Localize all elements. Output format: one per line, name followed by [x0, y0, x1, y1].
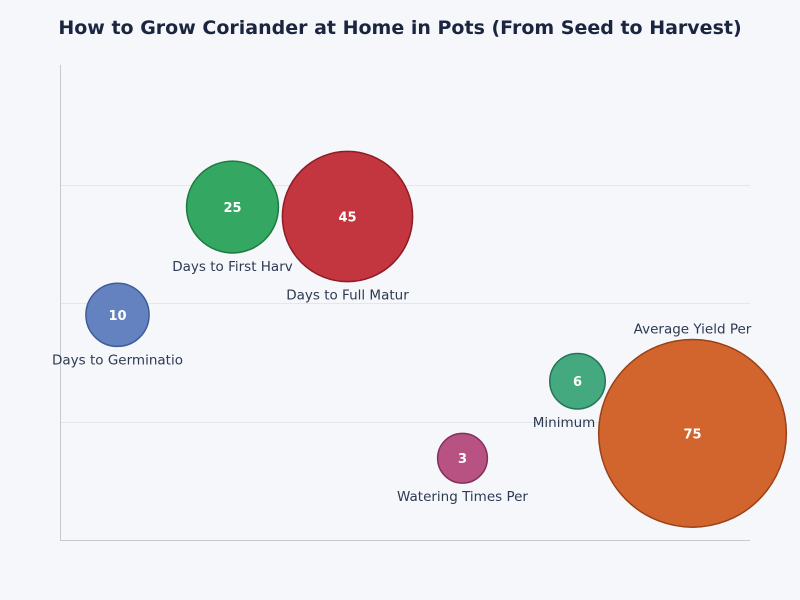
bubble-group: 75 Average Yield Per — [597, 322, 788, 528]
bubble-value: 3 — [458, 452, 467, 467]
bubble-value: 6 — [573, 375, 582, 390]
bubble-label: Average Yield Per — [634, 322, 752, 338]
bubble-value: 75 — [683, 427, 701, 442]
bubble-group: 3 Watering Times Per — [397, 432, 528, 505]
bubble[interactable] — [185, 160, 280, 254]
bubble-label: Days to Germinatio — [52, 352, 183, 368]
bubble-label: Days to Full Matur — [286, 288, 409, 304]
bubble[interactable] — [85, 282, 150, 348]
bubble-value: 10 — [108, 309, 126, 324]
bubble-label: Days to First Harv — [172, 259, 293, 275]
bubble-value: 45 — [338, 210, 356, 225]
chart-title: How to Grow Coriander at Home in Pots (F… — [58, 17, 741, 39]
bubble-group: 10 Days to Germinatio — [52, 282, 183, 368]
bubble-label: Watering Times Per — [397, 489, 528, 505]
bubble[interactable] — [597, 338, 788, 528]
bubble[interactable] — [436, 432, 489, 484]
bubble-group: 25 Days to First Harv — [172, 160, 293, 275]
bubble-group: 45 Days to Full Matur — [281, 150, 414, 304]
bubble[interactable] — [549, 352, 606, 410]
bubble-value: 25 — [223, 201, 241, 216]
bubble[interactable] — [281, 150, 414, 283]
